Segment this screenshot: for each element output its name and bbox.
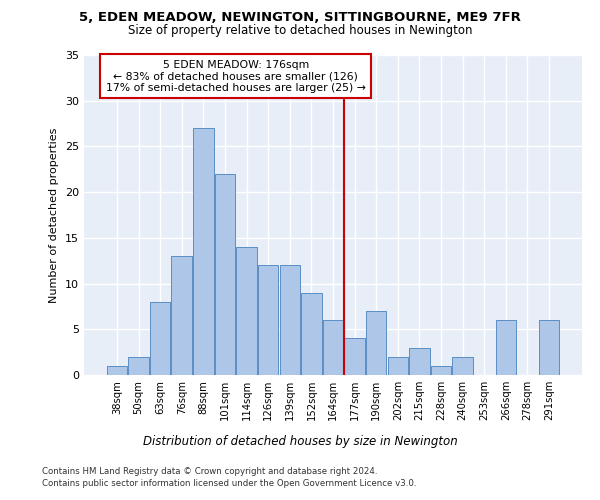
Bar [193,128,214,375]
Text: 5, EDEN MEADOW, NEWINGTON, SITTINGBOURNE, ME9 7FR: 5, EDEN MEADOW, NEWINGTON, SITTINGBOURNE… [79,11,521,24]
Bar [301,292,322,375]
Y-axis label: Number of detached properties: Number of detached properties [49,128,59,302]
Bar [215,174,235,375]
Text: Contains public sector information licensed under the Open Government Licence v3: Contains public sector information licen… [42,479,416,488]
Bar [539,320,559,375]
Bar [366,311,386,375]
Bar [409,348,430,375]
Bar [496,320,516,375]
Bar [431,366,451,375]
Text: 5 EDEN MEADOW: 176sqm
← 83% of detached houses are smaller (126)
17% of semi-det: 5 EDEN MEADOW: 176sqm ← 83% of detached … [106,60,365,93]
Bar [280,266,300,375]
Bar [258,266,278,375]
Bar [128,356,149,375]
Bar [344,338,365,375]
Bar [388,356,408,375]
Bar [323,320,343,375]
Bar [172,256,192,375]
Text: Size of property relative to detached houses in Newington: Size of property relative to detached ho… [128,24,472,37]
Text: Distribution of detached houses by size in Newington: Distribution of detached houses by size … [143,435,457,448]
Bar [452,356,473,375]
Bar [107,366,127,375]
Bar [236,247,257,375]
Bar [150,302,170,375]
Text: Contains HM Land Registry data © Crown copyright and database right 2024.: Contains HM Land Registry data © Crown c… [42,468,377,476]
